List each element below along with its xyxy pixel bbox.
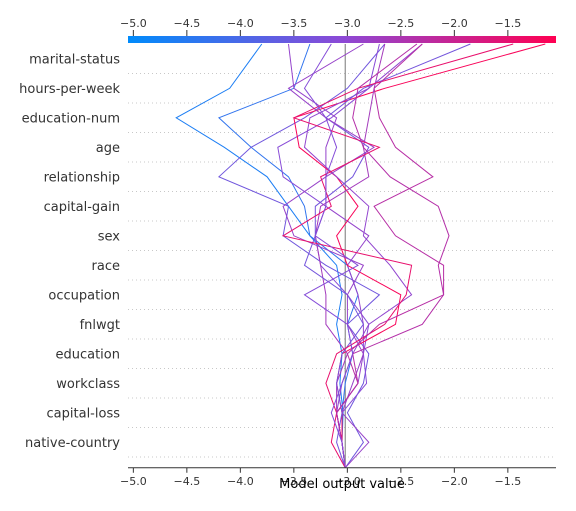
feature-label: hours-per-week [19, 82, 120, 97]
bottom-tick-label: −3.5 [280, 475, 307, 488]
colorbar-strip [128, 36, 556, 43]
feature-label: education [55, 347, 120, 362]
bottom-axis: −5.0 −4.5 −4.0 −3.5 −3.0 −2.5 −2.0 −1.5 [120, 467, 556, 488]
x-axis-title: Model output value [279, 477, 405, 492]
top-tick-label: −1.5 [494, 17, 521, 30]
bottom-tick-label: −4.5 [173, 475, 200, 488]
feature-label: sex [98, 229, 121, 244]
feature-label: education-num [22, 111, 120, 126]
top-tick-label: −3.5 [280, 17, 307, 30]
colorbar [128, 36, 556, 43]
decision-line [281, 43, 514, 469]
feature-label: native-country [25, 436, 120, 451]
gridlines [128, 73, 556, 458]
decision-line [217, 43, 359, 468]
decision-line [217, 43, 386, 469]
top-tick-label: −3.0 [334, 17, 361, 30]
bottom-tick-label: −4.0 [227, 475, 254, 488]
feature-label: capital-loss [47, 406, 121, 421]
feature-label: race [92, 259, 120, 274]
bottom-tick-label: −2.5 [387, 475, 414, 488]
top-tick-label: −4.0 [227, 17, 254, 30]
decision-line [282, 43, 376, 469]
top-tick-label: −4.5 [173, 17, 200, 30]
bottom-tick-label: −2.0 [441, 475, 468, 488]
feature-label: age [96, 141, 120, 156]
feature-labels: marital-status hours-per-week education-nu… [19, 52, 120, 451]
decision-line [336, 43, 445, 468]
top-tick-label: −5.0 [120, 17, 147, 30]
decision-line [303, 43, 359, 468]
decision-line [293, 43, 546, 468]
feature-label: fnlwgt [80, 318, 120, 333]
bottom-tick-label: −1.5 [494, 475, 521, 488]
decision-line [175, 43, 346, 468]
bottom-tick-label: −5.0 [120, 475, 147, 488]
decision-line [303, 43, 423, 468]
feature-label: capital-gain [44, 200, 120, 215]
top-axis: −5.0 −4.5 −4.0 −3.5 −3.0 −2.5 −2.0 −1.5 [120, 17, 521, 36]
feature-label: marital-status [29, 52, 120, 67]
feature-label: workclass [56, 377, 120, 392]
decision-line [303, 43, 471, 468]
decision-line [314, 43, 386, 468]
top-tick-label: −2.5 [387, 17, 414, 30]
feature-label: relationship [44, 170, 120, 185]
decision-lines [175, 43, 546, 469]
bottom-tick-label: −3.0 [334, 475, 361, 488]
feature-label: occupation [48, 288, 120, 303]
top-tick-label: −2.0 [441, 17, 468, 30]
decision-line [336, 43, 450, 468]
